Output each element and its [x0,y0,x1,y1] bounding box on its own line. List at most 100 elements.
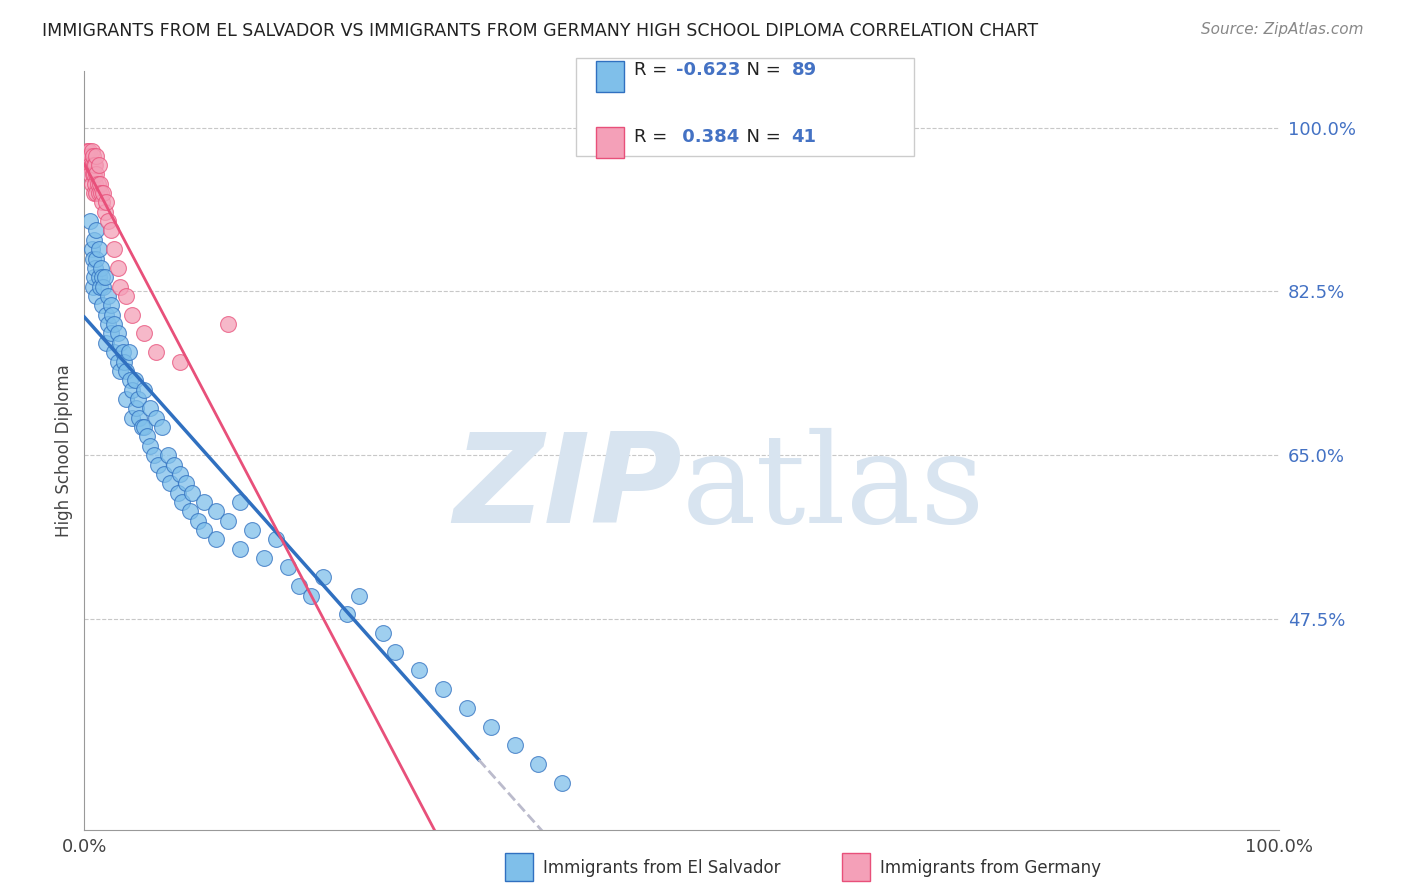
Point [91,270,114,285]
Point [103,242,125,256]
Point [193,495,215,509]
Point [277,560,299,574]
Text: Source: ZipAtlas.com: Source: ZipAtlas.com [1201,22,1364,37]
Text: -0.623: -0.623 [676,61,741,78]
Point [79,214,101,228]
Point [80,177,103,191]
Point [80,158,103,172]
Point [181,485,204,500]
Point [527,757,550,772]
Point [84,177,107,191]
Point [118,373,141,387]
Y-axis label: High School Diploma: High School Diploma [55,364,73,537]
Point [142,448,165,462]
Point [86,186,108,200]
Point [121,410,143,425]
Point [312,570,335,584]
Point [111,345,134,359]
Point [86,177,108,191]
Point [94,335,117,350]
Point [87,270,110,285]
Point [179,504,201,518]
Point [131,420,153,434]
Point [82,252,104,266]
Point [127,392,149,406]
Point [551,776,574,790]
Point [77,144,100,158]
Text: 0.384: 0.384 [676,128,740,146]
Point [132,383,156,397]
Point [77,148,100,162]
Point [336,607,359,622]
Point [112,354,135,368]
Text: N =: N = [735,61,787,78]
Point [86,148,108,162]
Point [82,167,104,181]
Text: 41: 41 [792,128,817,146]
Point [86,252,108,266]
Point [240,523,263,537]
Point [169,354,191,368]
Point [77,158,100,172]
Text: R =: R = [634,128,673,146]
Text: Immigrants from Germany: Immigrants from Germany [880,859,1101,877]
Point [83,233,105,247]
Point [107,260,129,275]
Point [107,354,129,368]
Point [217,317,239,331]
Point [288,579,311,593]
Point [80,144,103,158]
Point [90,186,112,200]
Text: ZIP: ZIP [453,428,682,549]
Point [148,458,170,472]
Point [91,195,114,210]
Point [217,514,239,528]
Point [93,279,115,293]
Text: Immigrants from El Salvador: Immigrants from El Salvador [543,859,780,877]
Point [86,289,108,303]
Point [159,476,181,491]
Point [94,195,117,210]
Point [93,186,115,200]
Point [157,448,180,462]
Point [86,167,108,181]
Point [124,373,146,387]
Point [139,401,162,416]
Point [90,260,112,275]
Point [110,279,132,293]
Point [205,533,228,547]
Point [84,158,107,172]
Point [169,467,191,481]
Point [79,158,101,172]
Point [117,345,139,359]
Point [384,645,406,659]
Point [264,533,287,547]
Point [205,504,228,518]
Point [150,420,173,434]
Point [103,317,125,331]
Point [349,589,371,603]
Point [229,495,252,509]
Point [93,204,115,219]
Point [153,467,176,481]
Text: IMMIGRANTS FROM EL SALVADOR VS IMMIGRANTS FROM GERMANY HIGH SCHOOL DIPLOMA CORRE: IMMIGRANTS FROM EL SALVADOR VS IMMIGRANT… [42,22,1038,40]
Text: 89: 89 [792,61,817,78]
Point [301,589,323,603]
Point [83,167,105,181]
Point [100,223,122,237]
Point [432,682,454,697]
Point [163,458,186,472]
Point [103,345,125,359]
Point [97,289,120,303]
Point [80,242,103,256]
Point [479,720,502,734]
Point [125,401,148,416]
Text: R =: R = [634,61,673,78]
Point [115,392,138,406]
Point [139,439,162,453]
Point [83,158,105,172]
Point [94,308,117,322]
Point [91,298,114,312]
Point [82,148,104,162]
Point [82,279,104,293]
